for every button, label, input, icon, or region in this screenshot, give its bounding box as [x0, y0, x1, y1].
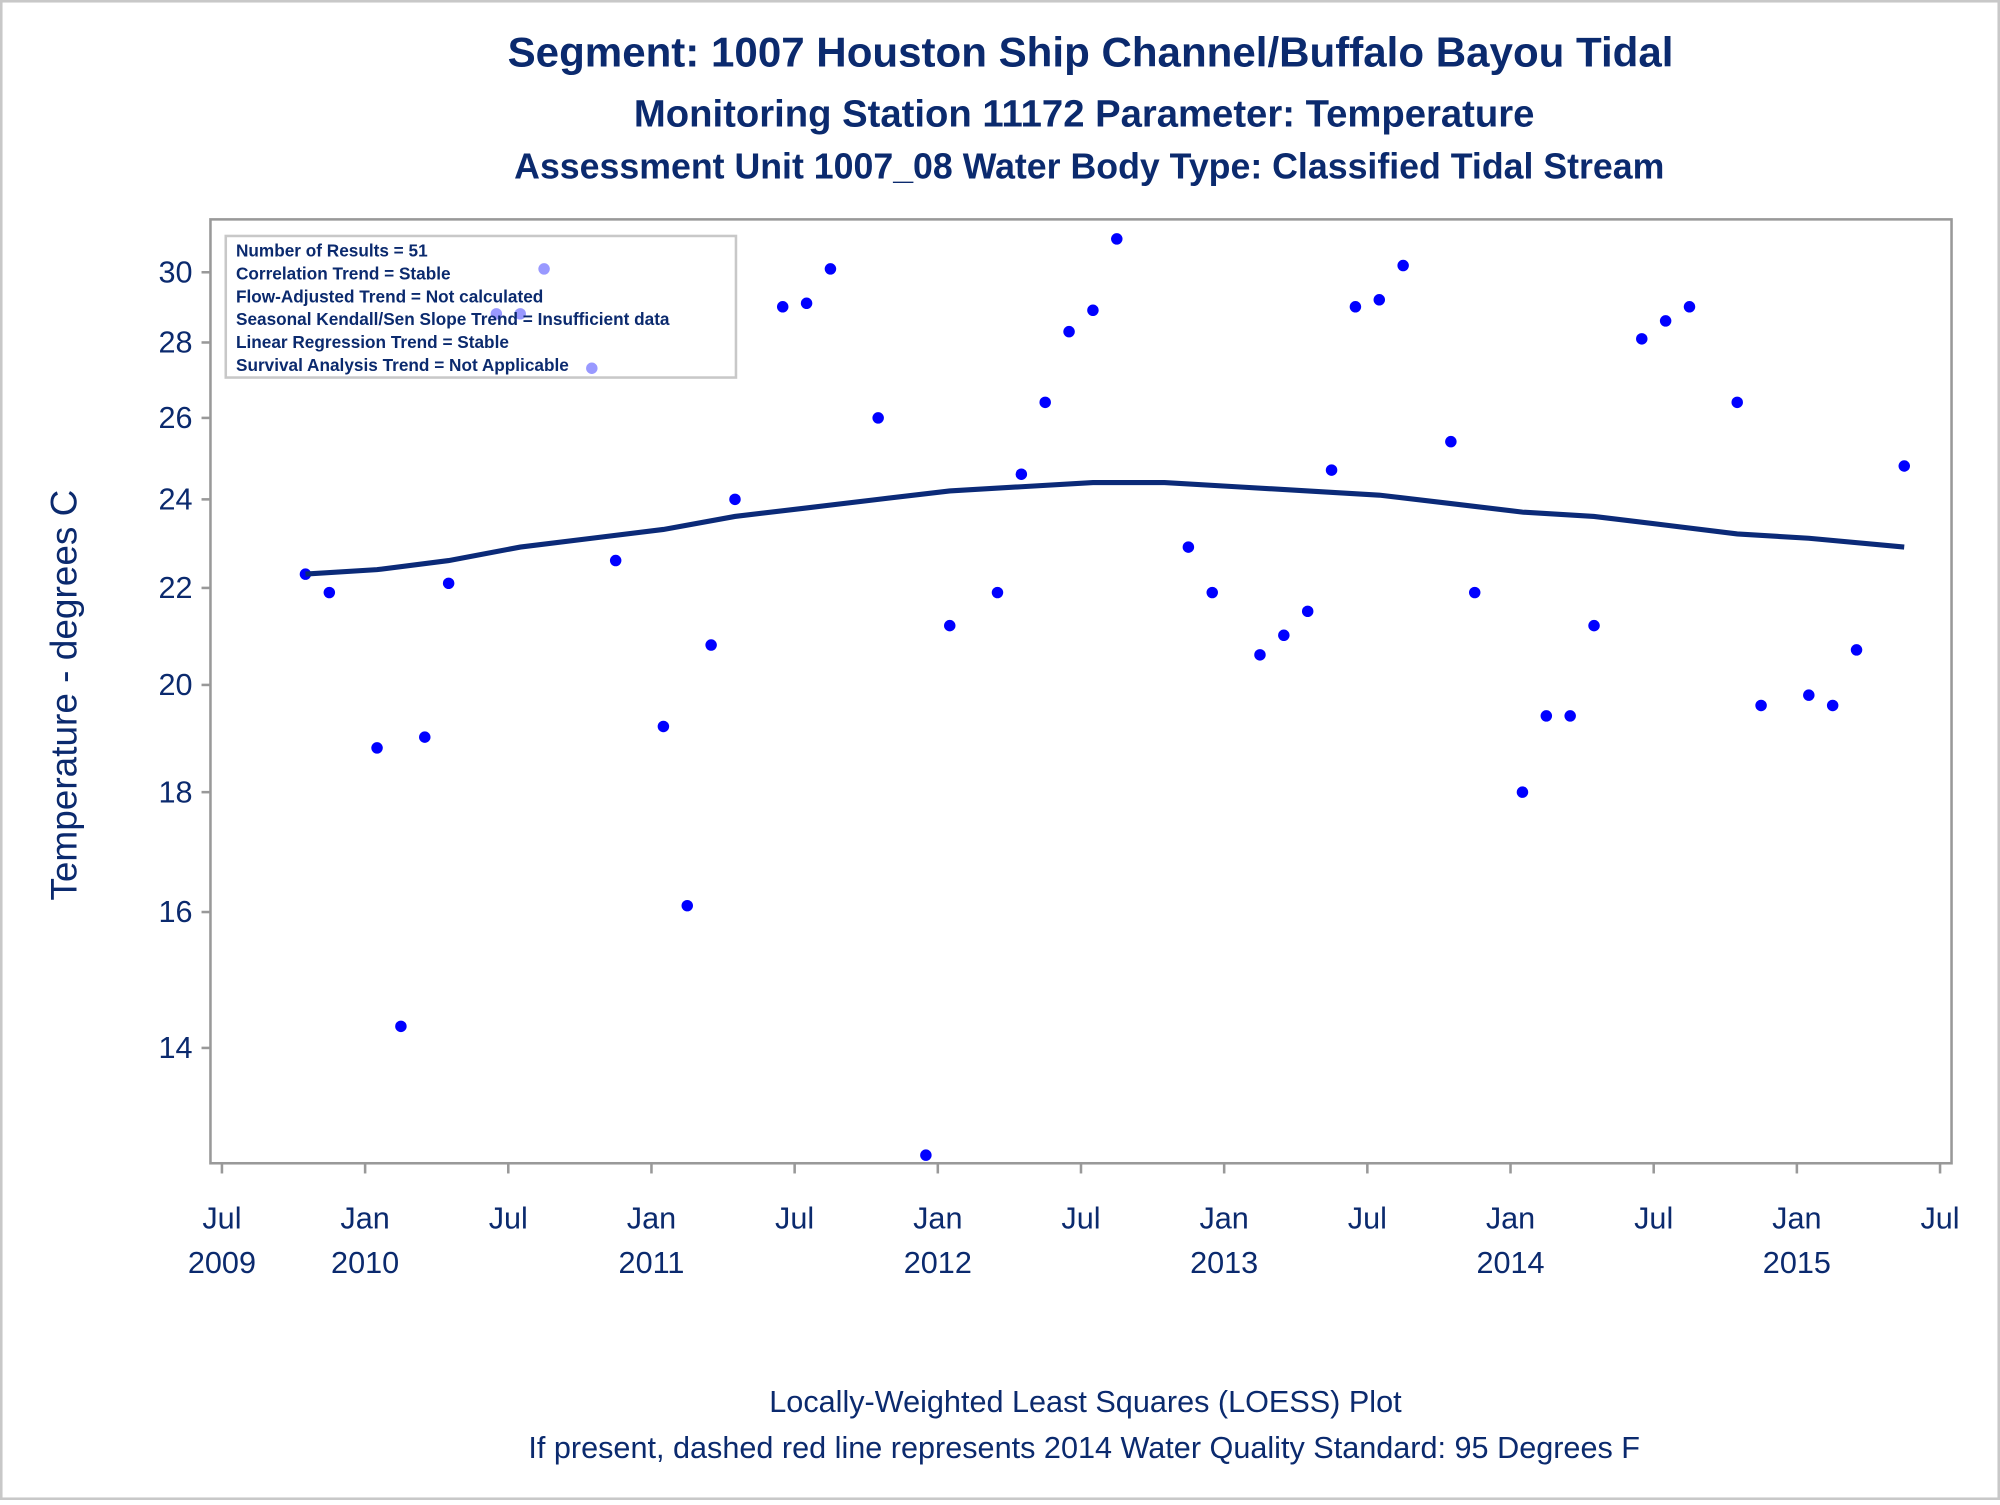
- data-point: [729, 493, 741, 506]
- annotation: Number of Results = 51: [236, 240, 428, 260]
- data-point: [1826, 699, 1839, 712]
- x-tick-label: 2015: [1763, 1246, 1831, 1280]
- data-point: [1445, 435, 1457, 448]
- data-point: [395, 1020, 407, 1033]
- data-point: [1182, 541, 1195, 553]
- x-tick-label: Jul: [1061, 1201, 1100, 1235]
- data-point: [1755, 699, 1767, 712]
- x-tick-label: Jan: [340, 1201, 389, 1235]
- data-point: [1731, 396, 1743, 409]
- data-point: [1898, 460, 1910, 472]
- data-point: [1540, 710, 1553, 722]
- x-tick-label: Jul: [1920, 1201, 1959, 1235]
- footnote: Locally-Weighted Least Squares (LOESS) P…: [769, 1385, 1402, 1419]
- x-tick-label: Jan: [1199, 1201, 1248, 1235]
- x-tick-label: Jul: [1348, 1201, 1387, 1235]
- x-tick-label: 2010: [331, 1246, 399, 1280]
- x-tick-label: Jan: [1486, 1201, 1535, 1235]
- y-tick-label: 16: [159, 895, 193, 929]
- y-tick-label: 28: [159, 326, 193, 360]
- y-tick-label: 26: [159, 401, 193, 435]
- data-point: [419, 731, 431, 743]
- x-tick-label: Jul: [202, 1201, 241, 1235]
- data-point: [776, 301, 789, 313]
- x-tick-label: Jan: [913, 1201, 962, 1235]
- data-point: [1373, 294, 1386, 306]
- subtitle: Assessment Unit 1007_08 Water Body Type:…: [514, 147, 1664, 187]
- annotation: Survival Analysis Trend = Not Applicable: [236, 355, 569, 375]
- data-point: [1588, 619, 1600, 632]
- data-point: [800, 297, 813, 310]
- plot-marks: 14 16 18 20 22 24 26 28 30 Jul 2009 Jan 2010 Jul Jan 20…: [159, 233, 1960, 1280]
- data-point: [609, 554, 622, 567]
- data-point: [1516, 786, 1529, 798]
- x-tick-label: Jul: [489, 1201, 528, 1235]
- data-point: [681, 899, 694, 912]
- x-tick-label: 2014: [1476, 1246, 1544, 1280]
- annotation: Correlation Trend = Stable: [236, 263, 451, 283]
- x-tick-label: 2009: [188, 1246, 256, 1280]
- data-point: [1803, 689, 1815, 701]
- plot-frame: [209, 218, 1953, 1165]
- title: Segment: 1007 Houston Ship Channel/Buffa…: [508, 28, 1674, 75]
- y-tick-label: 22: [159, 571, 193, 605]
- data-point: [920, 1149, 932, 1161]
- data-point: [824, 263, 837, 275]
- y-tick-label: 20: [159, 668, 193, 702]
- y-tick-label: 14: [159, 1031, 193, 1065]
- annotation-box: [224, 234, 738, 379]
- annotations: Number of Results = 51 Correlation Trend …: [236, 240, 670, 375]
- data-point: [1111, 233, 1123, 245]
- data-point: [1278, 629, 1290, 642]
- data-point: [323, 586, 336, 599]
- data-point: [872, 412, 884, 424]
- data-point: [944, 619, 956, 632]
- data-point: [1087, 304, 1099, 317]
- x-tick-label: 2013: [1190, 1246, 1258, 1280]
- data-point: [299, 568, 312, 580]
- y-tick-label: 24: [159, 483, 193, 517]
- annotation: Seasonal Kendall/Sen Slope Trend = Insuf…: [236, 309, 670, 329]
- data-point: [1206, 586, 1218, 599]
- x-tick-label: Jul: [1634, 1201, 1673, 1235]
- data-point: [1659, 315, 1672, 327]
- data-point: [1254, 649, 1266, 661]
- data-point: [1039, 396, 1051, 409]
- data-point: [1325, 464, 1338, 476]
- x-tick-label: 2011: [619, 1246, 685, 1280]
- data-point: [705, 639, 717, 651]
- data-point: [442, 577, 455, 590]
- data-point: [1397, 259, 1409, 272]
- data-point: [1015, 468, 1028, 480]
- data-point: [371, 742, 383, 754]
- data-point: [991, 586, 1004, 599]
- footnote: If present, dashed red line represents 2…: [528, 1431, 1640, 1465]
- subtitle: Monitoring Station 11172 Parameter: Temp…: [634, 92, 1535, 135]
- y-axis-label: Temperature - degrees C: [44, 490, 85, 901]
- loess-line: [305, 479, 1905, 577]
- data-point: [1564, 710, 1576, 722]
- y-tick-label: 18: [159, 775, 193, 809]
- x-tick-label: Jul: [775, 1201, 814, 1235]
- y-tick-label: 30: [159, 255, 193, 289]
- data-point: [1301, 605, 1314, 618]
- x-tick-label: Jan: [1772, 1201, 1821, 1235]
- data-point: [657, 720, 670, 733]
- data-point: [1468, 586, 1481, 599]
- data-point: [1683, 301, 1696, 313]
- data-point: [1636, 333, 1648, 345]
- data-point: [1349, 301, 1362, 313]
- annotation: Flow-Adjusted Trend = Not calculated: [236, 286, 543, 306]
- data-point: [1063, 325, 1075, 338]
- data-point: [1850, 644, 1863, 656]
- x-tick-label: Jan: [627, 1201, 676, 1235]
- annotation: Linear Regression Trend = Stable: [236, 332, 509, 352]
- x-tick-label: 2012: [904, 1246, 972, 1280]
